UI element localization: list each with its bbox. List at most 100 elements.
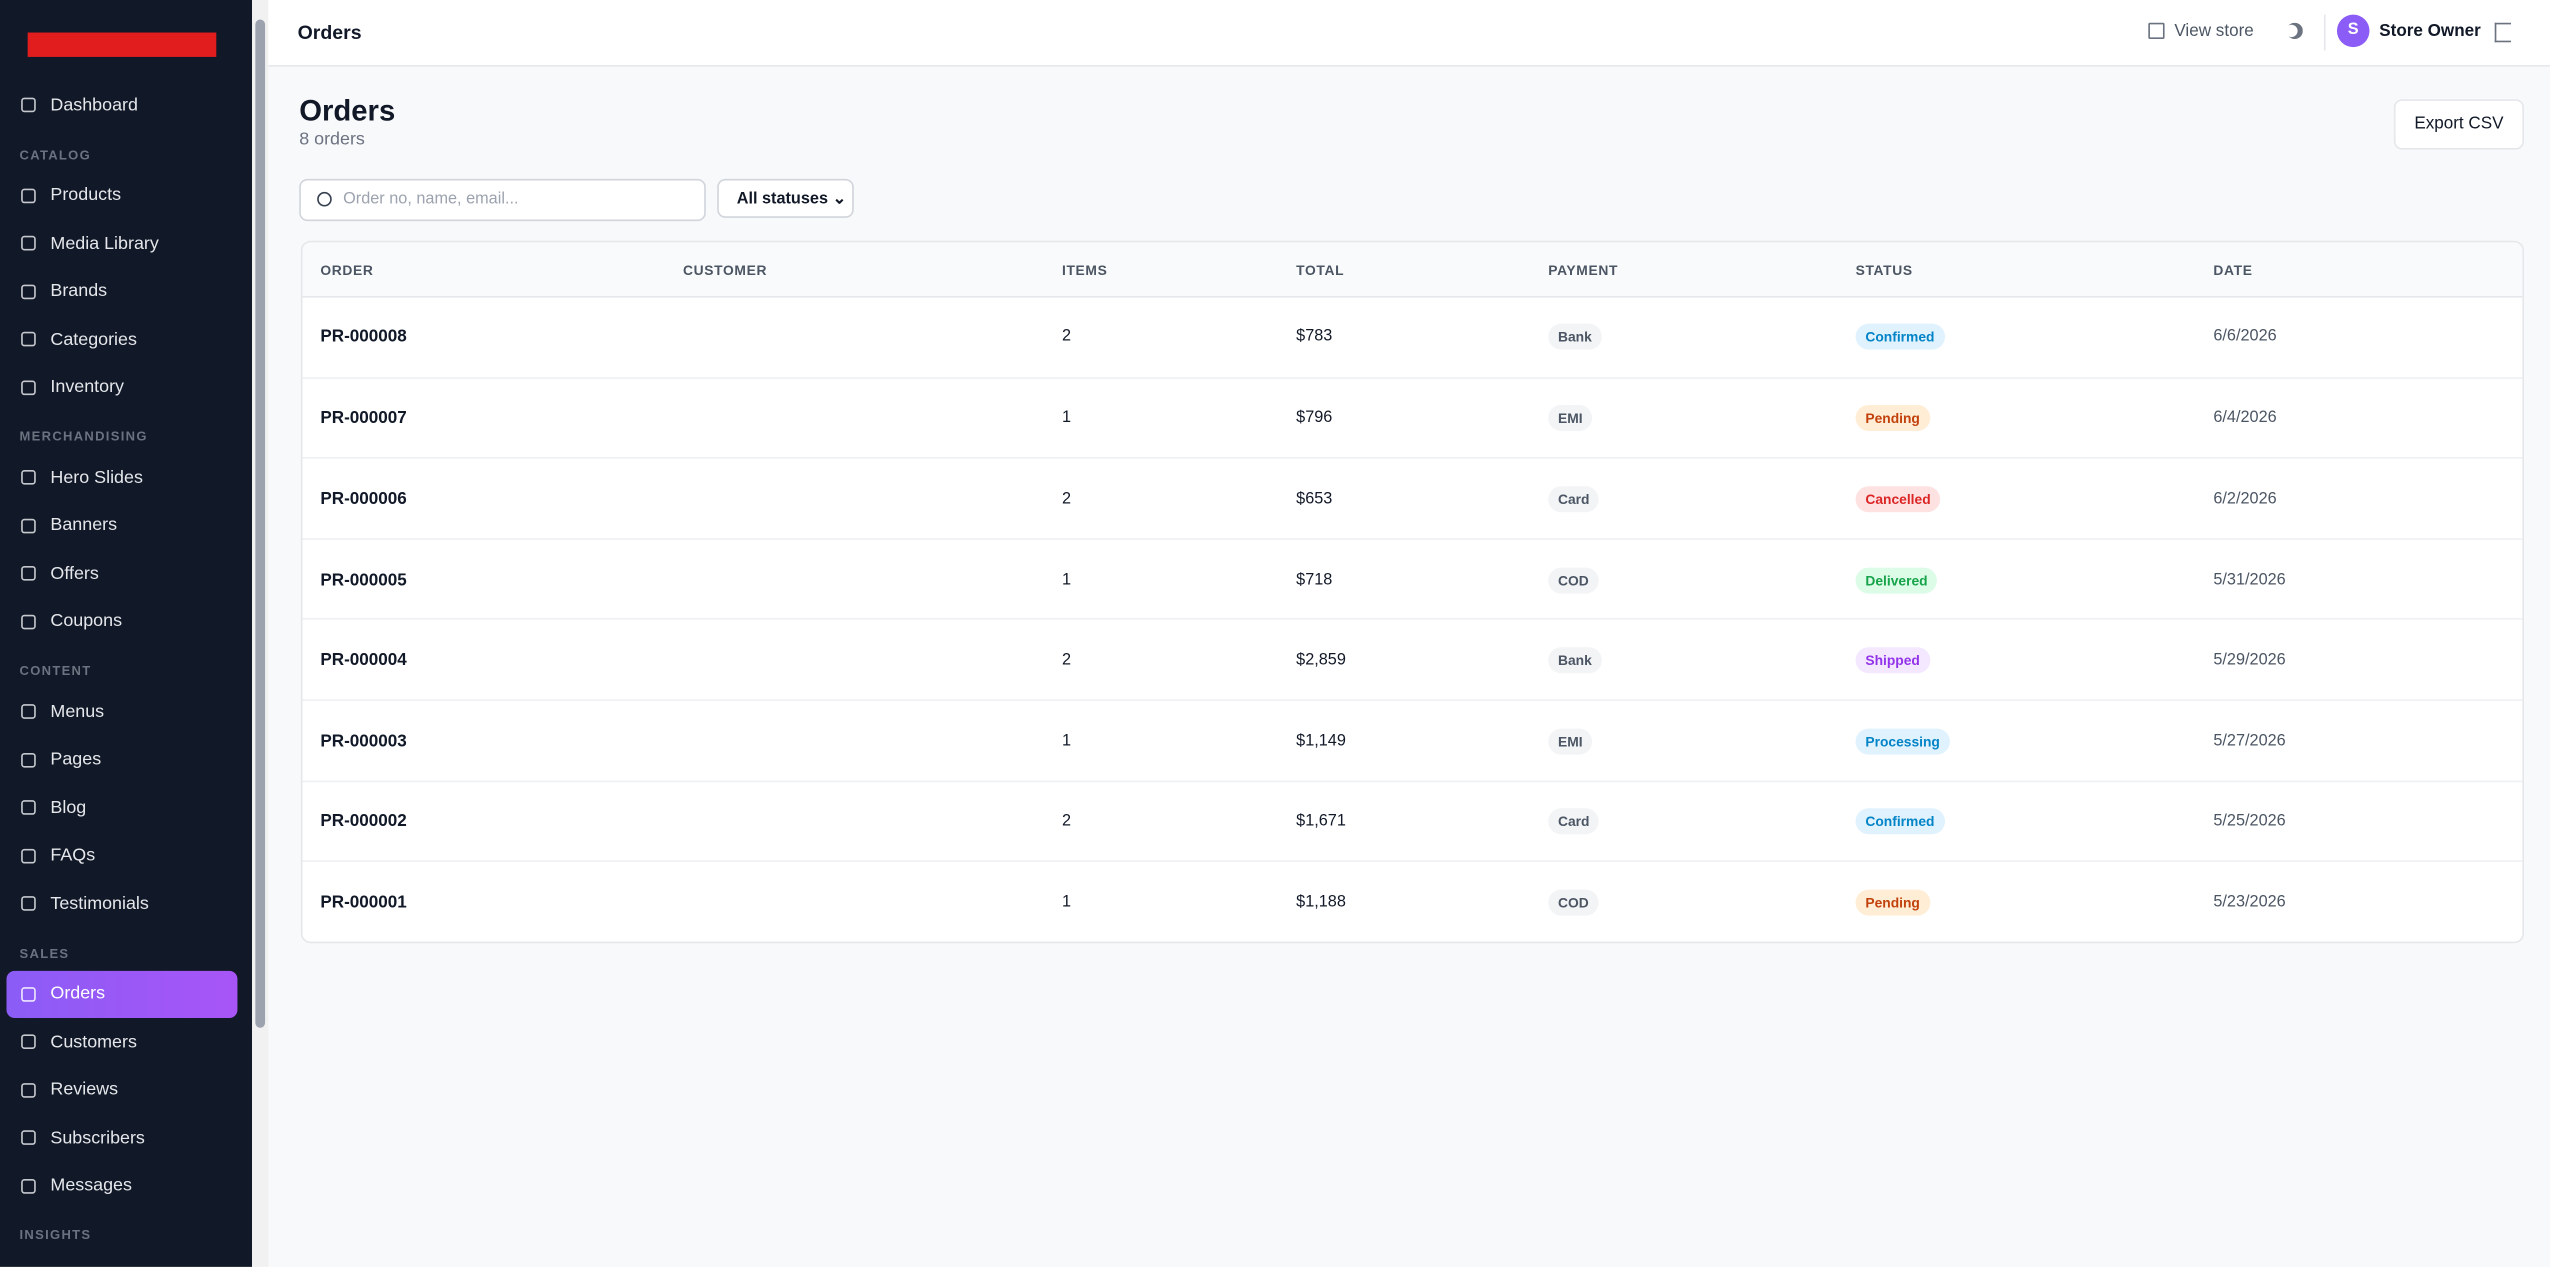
date-cell: 5/31/2026 — [2213, 570, 2286, 589]
nav-item[interactable]: Pages — [7, 736, 238, 784]
user-name[interactable]: Store Owner — [2379, 21, 2481, 41]
table-row[interactable]: PR-000006 2 $653 Card Cancelled 6/2/2026 — [302, 457, 2523, 539]
status-filter[interactable]: All statuses ⌄ — [717, 178, 854, 218]
external-icon — [2148, 22, 2165, 40]
nav-item[interactable]: Hero Slides — [7, 454, 238, 502]
logout[interactable] — [2494, 22, 2511, 43]
items-cell: 1 — [1061, 409, 1072, 428]
avatar[interactable]: S — [2336, 14, 2370, 48]
scroll-thumb[interactable] — [255, 19, 266, 1028]
nav-item[interactable]: Menus — [7, 688, 238, 736]
nav-item[interactable]: Offers — [7, 550, 238, 598]
nav: Dashboard CATALOG Products Media Library Bra… — [6, 81, 238, 1252]
nav-icon — [21, 848, 36, 864]
order-count: 8 orders — [299, 130, 365, 150]
payment-cell: Bank — [1548, 647, 1602, 674]
nav-icon — [21, 470, 36, 486]
nav-icon — [21, 518, 36, 534]
nav-icon — [21, 188, 36, 203]
payment-cell: COD — [1548, 566, 1599, 593]
nav-icon — [21, 236, 36, 251]
payment-cell: Card — [1548, 486, 1600, 513]
page-title: Orders — [299, 94, 396, 127]
table-row[interactable]: PR-000003 1 $1,149 EMI Processing 5/27/2026 — [302, 699, 2523, 781]
topbar: Orders View store S Store Owner — [268, 0, 2550, 67]
nav-item[interactable]: Subscribers — [7, 1114, 238, 1162]
status-filter-label: All statuses — [736, 190, 829, 209]
items-cell: 2 — [1061, 490, 1072, 509]
order-cell: PR-000003 — [320, 731, 407, 752]
nav-label: Menus — [50, 702, 105, 722]
nav-item[interactable]: Banners — [7, 502, 238, 550]
table-row[interactable]: PR-000007 1 $796 EMI Pending 6/4/2026 — [302, 376, 2523, 459]
nav-label: Testimonials — [50, 894, 149, 914]
status-cell: Pending — [1855, 405, 1930, 432]
table-row[interactable]: PR-000004 2 $2,859 Bank Shipped 5/29/2026 — [302, 618, 2523, 701]
total-cell: $2,859 — [1296, 651, 1346, 670]
order-cell: PR-000004 — [320, 650, 407, 671]
column-header: ITEMS — [1061, 261, 1108, 278]
nav-label: Subscribers — [50, 1128, 145, 1148]
nav-label: Messages — [50, 1176, 132, 1196]
date-cell: 5/27/2026 — [2213, 732, 2286, 751]
nav-item[interactable]: Brands — [7, 268, 238, 316]
nav-label: Coupons — [50, 611, 123, 632]
nav-item[interactable]: Inventory — [7, 363, 238, 411]
nav-item[interactable]: Categories — [7, 315, 238, 363]
nav-label: Banners — [50, 515, 118, 536]
nav-item[interactable]: Coupons — [7, 598, 238, 646]
payment-cell: COD — [1548, 889, 1599, 916]
nav-label: Customers — [50, 1032, 137, 1052]
table-row[interactable]: PR-000005 1 $718 COD Delivered 5/31/2026 — [302, 537, 2523, 620]
status-cell: Shipped — [1855, 647, 1930, 674]
date-cell: 5/25/2026 — [2213, 812, 2286, 831]
nav-item[interactable]: Orders — [6, 970, 238, 1019]
nav-item[interactable]: Testimonials — [7, 880, 238, 928]
status-cell: Cancelled — [1855, 486, 1941, 513]
payment-cell: EMI — [1548, 405, 1593, 432]
items-cell: 2 — [1061, 327, 1072, 346]
column-header: TOTAL — [1296, 261, 1345, 278]
table-row[interactable]: PR-000001 1 $1,188 COD Pending 5/23/2026 — [302, 860, 2523, 942]
nav-item[interactable]: Products — [7, 172, 238, 220]
nav-icon — [21, 1130, 36, 1146]
theme-toggle[interactable] — [2287, 23, 2303, 39]
order-cell: PR-000002 — [320, 812, 407, 832]
table-row[interactable]: PR-000002 2 $1,671 Card Confirmed 5/25/2026 — [302, 779, 2523, 862]
nav-item[interactable]: Reviews — [7, 1066, 238, 1114]
date-cell: 5/23/2026 — [2213, 893, 2286, 912]
export-button[interactable]: Export CSV — [2393, 99, 2524, 150]
nav-section: CATALOG — [19, 147, 92, 162]
nav-label: Inventory — [50, 377, 125, 398]
total-cell: $1,149 — [1296, 732, 1346, 751]
order-cell: PR-000007 — [320, 408, 407, 429]
nav-icon — [21, 704, 36, 720]
nav-item[interactable]: Blog — [7, 784, 238, 832]
nav-section: MERCHANDISING — [19, 429, 148, 444]
nav-item[interactable]: FAQs — [7, 832, 238, 880]
nav-icon — [21, 614, 36, 629]
items-cell: 1 — [1061, 893, 1072, 912]
nav-item[interactable]: Dashboard — [7, 81, 238, 129]
view-store[interactable]: View store — [2174, 21, 2254, 41]
items-cell: 1 — [1061, 732, 1072, 751]
nav-item[interactable]: Messages — [7, 1162, 238, 1210]
total-cell: $796 — [1296, 409, 1333, 428]
payment-cell: EMI — [1548, 728, 1593, 755]
column-header: DATE — [2213, 261, 2253, 278]
logo[interactable] — [27, 32, 217, 57]
search-input[interactable]: Order no, name, email... — [299, 178, 706, 222]
nav-section: CONTENT — [19, 663, 92, 679]
nav-label: Products — [50, 185, 122, 206]
items-cell: 2 — [1061, 812, 1072, 831]
items-cell: 1 — [1061, 570, 1072, 589]
status-cell: Delivered — [1855, 566, 1938, 593]
nav-icon — [21, 1178, 36, 1194]
nav-icon — [21, 1082, 36, 1098]
total-cell: $653 — [1296, 490, 1333, 509]
table-row[interactable]: PR-000008 2 $783 Bank Confirmed 6/6/2026 — [302, 296, 2522, 377]
column-header: ORDER — [320, 261, 374, 278]
nav-item[interactable]: Media Library — [7, 220, 238, 268]
nav-icon — [21, 332, 36, 347]
nav-item[interactable]: Customers — [7, 1018, 238, 1066]
